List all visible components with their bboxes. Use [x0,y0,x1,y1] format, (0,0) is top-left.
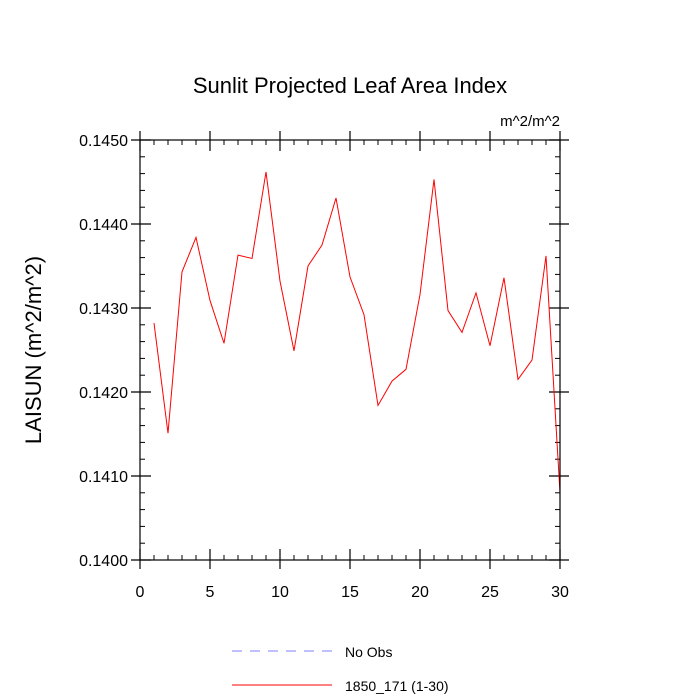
x-tick-label: 20 [411,584,429,601]
x-tick-label: 15 [341,584,359,601]
legend-label-1850-171: 1850_171 (1-30) [345,678,449,694]
units-label: m^2/m^2 [500,113,560,130]
y-axis-label: LAISUN (m^2/m^2) [21,256,46,444]
x-tick-label: 5 [206,584,215,601]
x-tick-label: 10 [271,584,289,601]
series-line-1850-171 [153,171,561,493]
y-tick-label: 0.1440 [79,217,128,234]
y-tick-label: 0.1410 [79,469,128,486]
y-tick-label: 0.1450 [79,133,128,150]
major-ticks [131,131,569,569]
minor-ticks [140,140,560,560]
y-tick-label: 0.1430 [79,301,128,318]
x-tick-labels: 0 5 10 15 20 25 30 [136,584,569,601]
y-tick-label: 0.1420 [79,385,128,402]
x-tick-label: 30 [551,584,569,601]
series-layer [153,171,561,493]
legend-label-no-obs: No Obs [345,644,392,660]
plot-frame [139,139,561,561]
x-tick-label: 25 [481,584,499,601]
chart-title: Sunlit Projected Leaf Area Index [193,73,507,98]
x-tick-label: 0 [136,584,145,601]
y-tick-labels: 0.1400 0.1410 0.1420 0.1430 0.1440 0.1450 [79,133,128,570]
y-tick-label: 0.1400 [79,553,128,570]
legend: No Obs 1850_171 (1-30) [232,644,449,694]
